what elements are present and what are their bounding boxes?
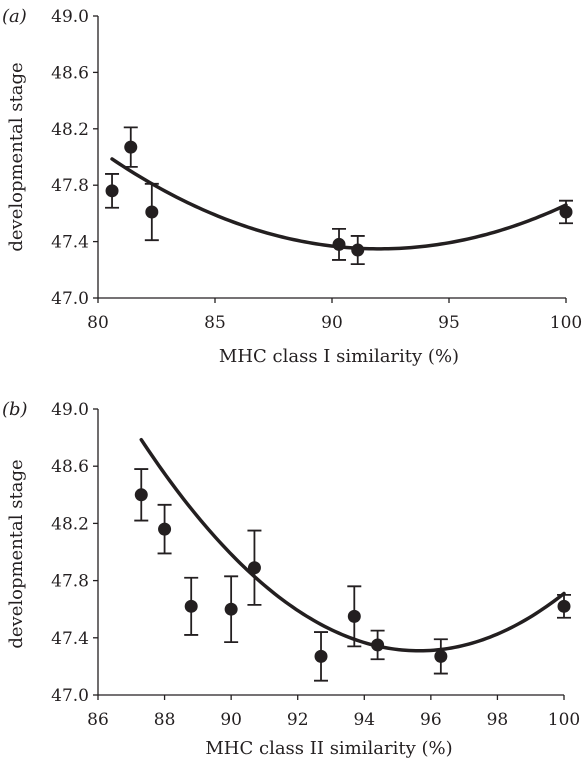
x-tick-label: 86: [87, 710, 109, 730]
y-tick-label: 47.8: [51, 176, 89, 196]
panel-a: (a) developmental stage MHC class I simi…: [2, 6, 582, 367]
x-axis-title: MHC class II similarity (%): [205, 738, 452, 759]
x-tick-label: 98: [487, 710, 509, 730]
data-point: [351, 243, 365, 257]
x-tick-label: 100: [550, 313, 582, 333]
data-point: [557, 599, 571, 613]
ticks: 47.0 47.4 47.8 48.2 48.6 49.0 86 88 90 92 94 96 98 10…: [51, 400, 580, 730]
x-tick-label: 100: [548, 710, 580, 730]
y-tick-label: 48.6: [51, 63, 89, 83]
y-tick-label: 48.2: [51, 514, 89, 534]
data-point: [158, 522, 172, 536]
data-point: [247, 561, 261, 575]
y-tick-label: 49.0: [51, 400, 89, 420]
data-points: [134, 488, 571, 663]
x-tick-label: 92: [287, 710, 309, 730]
x-axis-title: MHC class I similarity (%): [219, 346, 459, 367]
y-tick-label: 47.8: [51, 572, 89, 592]
data-point: [134, 488, 148, 502]
data-point: [371, 638, 385, 652]
error-bars: [134, 468, 571, 682]
y-axis-title: developmental stage: [6, 459, 27, 648]
x-tick-label: 80: [87, 313, 109, 333]
data-point: [434, 649, 448, 663]
y-axis-title: developmental stage: [6, 62, 27, 251]
data-points: [105, 140, 573, 257]
x-tick-label: 94: [353, 710, 375, 730]
data-point: [314, 649, 328, 663]
fit-curve-group: [139, 437, 566, 653]
panel-label: (a): [2, 6, 27, 27]
data-point: [332, 237, 346, 251]
fit-curve: [139, 437, 566, 653]
x-tick-label: 95: [438, 313, 460, 333]
x-tick-label: 96: [420, 710, 442, 730]
x-tick-label: 85: [204, 313, 226, 333]
ticks: 47.0 47.4 47.8 48.2 48.6 49.0 80 85 90 95 100: [51, 7, 582, 333]
data-point: [224, 602, 238, 616]
data-point: [559, 205, 573, 219]
y-tick-label: 47.4: [51, 233, 89, 253]
panel-label: (b): [2, 399, 28, 420]
y-tick-label: 49.0: [51, 7, 89, 27]
data-point: [347, 609, 361, 623]
y-tick-label: 47.0: [51, 289, 89, 309]
panel-b: (b) developmental stage MHC class II sim…: [2, 399, 580, 759]
axes: [97, 409, 564, 696]
axes: [97, 16, 566, 299]
y-tick-label: 48.6: [51, 457, 89, 477]
y-tick-label: 48.2: [51, 120, 89, 140]
data-point: [184, 599, 198, 613]
data-point: [124, 140, 138, 154]
x-tick-label: 88: [154, 710, 176, 730]
data-point: [145, 205, 159, 219]
y-tick-label: 47.4: [51, 629, 89, 649]
data-point: [105, 184, 119, 198]
x-tick-label: 90: [220, 710, 242, 730]
x-tick-label: 90: [321, 313, 343, 333]
y-tick-label: 47.0: [51, 686, 89, 706]
